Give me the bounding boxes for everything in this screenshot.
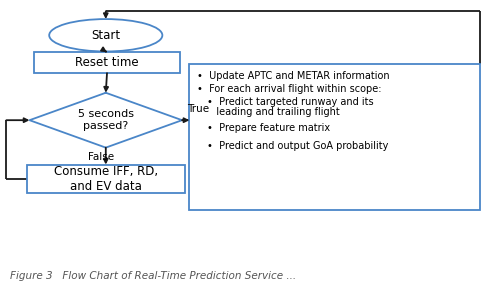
Text: Consume IFF, RD,
and EV data: Consume IFF, RD, and EV data [54, 165, 158, 193]
Text: Start: Start [91, 29, 121, 42]
Text: True: True [187, 104, 209, 114]
Text: 5 seconds
passed?: 5 seconds passed? [78, 109, 134, 131]
Text: False: False [88, 152, 114, 162]
Text: •  For each arrival flight within scope:: • For each arrival flight within scope: [197, 84, 381, 94]
Bar [27, 165, 184, 193]
Ellipse shape [49, 19, 162, 51]
Polygon shape [30, 93, 182, 148]
Text: •  Update APTC and METAR information: • Update APTC and METAR information [197, 71, 390, 81]
Text: Reset time: Reset time [75, 56, 139, 69]
Text: leading and trailing flight: leading and trailing flight [207, 106, 339, 116]
Text: •  Predict and output GoA probability: • Predict and output GoA probability [207, 141, 388, 151]
Text: •  Predict targeted runway and its: • Predict targeted runway and its [207, 97, 373, 107]
Text: Figure 3   Flow Chart of Real-Time Prediction Service ...: Figure 3 Flow Chart of Real-Time Predict… [10, 271, 296, 281]
Text: •  Prepare feature matrix: • Prepare feature matrix [207, 123, 330, 133]
Bar [189, 64, 480, 210]
Bar [34, 52, 180, 73]
